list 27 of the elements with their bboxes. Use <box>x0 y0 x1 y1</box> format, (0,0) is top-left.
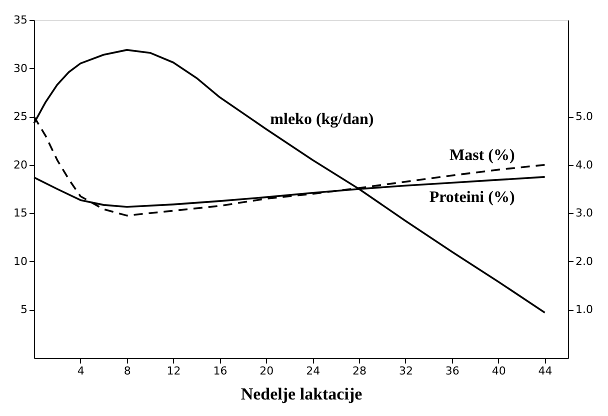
y-tick-label: 25 <box>14 110 28 124</box>
y-tick-label: 15 <box>14 206 28 220</box>
x-tick-label: 12 <box>166 364 181 378</box>
series-label: Proteini (%) <box>429 188 515 206</box>
y-tick-label: 20 <box>14 158 28 172</box>
x-tick-label: 16 <box>213 364 228 378</box>
y2-tick-label: 4.0 <box>576 158 593 172</box>
x-tick-label: 20 <box>260 364 274 378</box>
x-tick-label: 32 <box>398 364 413 378</box>
y2-tick-label: 5.0 <box>576 110 593 124</box>
y-tick-label: 10 <box>14 254 28 268</box>
x-tick-label: 28 <box>352 364 367 378</box>
x-tick-label: 24 <box>306 364 320 378</box>
x-tick-label: 4 <box>77 364 84 378</box>
series-label: mleko (kg/dan) <box>270 111 374 128</box>
y2-tick-label: 1.0 <box>576 303 593 316</box>
x-axis-title: Nedelje laktacije <box>240 384 363 404</box>
x-tick-label: 36 <box>445 364 460 378</box>
y-tick-label: 30 <box>14 62 28 75</box>
x-tick-label: 44 <box>538 364 552 378</box>
y-tick-label: 35 <box>14 14 28 26</box>
y-tick-label: 5 <box>20 303 28 316</box>
y2-tick-label: 3.0 <box>576 206 593 220</box>
x-tick-label: 8 <box>124 364 131 378</box>
y2-tick-label: 2.0 <box>576 254 593 268</box>
series-label: Mast (%) <box>449 146 515 164</box>
x-tick-label: 40 <box>492 364 506 378</box>
